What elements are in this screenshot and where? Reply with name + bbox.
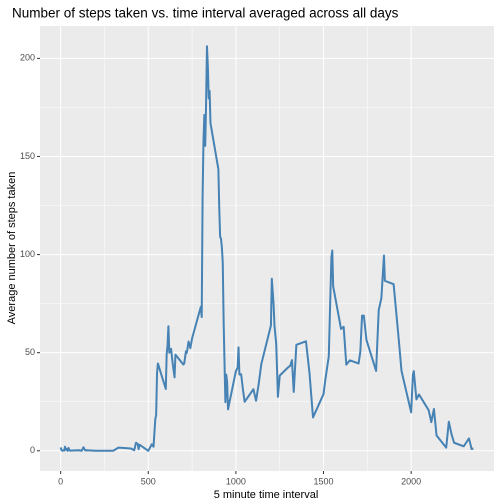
- y-tick-label: 100: [20, 249, 35, 259]
- y-tick-label: 50: [25, 347, 35, 357]
- x-tick-label: 2000: [401, 476, 421, 486]
- chart-title: Number of steps taken vs. time interval …: [12, 6, 399, 21]
- y-tick-label: 0: [30, 445, 35, 455]
- x-tick-label: 1000: [226, 476, 246, 486]
- x-tick-label: 500: [141, 476, 156, 486]
- x-axis-title: 5 minute time interval: [214, 489, 319, 501]
- data-line: [59, 45, 474, 452]
- y-tick-label: 200: [20, 53, 35, 63]
- x-tick-label: 0: [58, 476, 63, 486]
- x-tick-label: 1500: [314, 476, 334, 486]
- y-tick-label: 150: [20, 151, 35, 161]
- y-axis-title: Average number of steps taken: [6, 172, 18, 325]
